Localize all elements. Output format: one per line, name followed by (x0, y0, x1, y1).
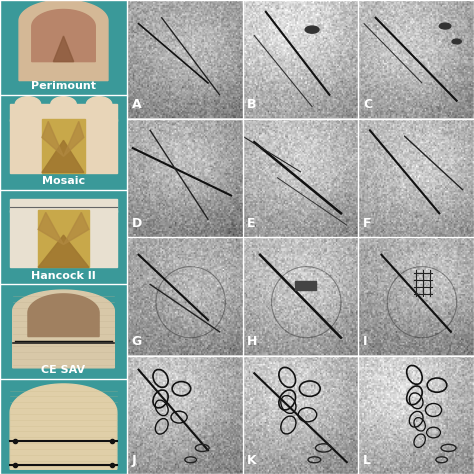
Text: F: F (363, 217, 372, 230)
Text: J: J (132, 454, 137, 467)
Text: H: H (247, 336, 258, 348)
Polygon shape (10, 384, 117, 469)
Polygon shape (38, 212, 64, 245)
Text: C: C (363, 99, 372, 111)
Ellipse shape (439, 23, 451, 29)
Text: B: B (247, 99, 257, 111)
Polygon shape (13, 290, 114, 368)
Ellipse shape (452, 39, 461, 44)
Ellipse shape (305, 26, 319, 33)
Text: Perimount: Perimount (31, 81, 96, 91)
Text: I: I (363, 336, 367, 348)
Bar (295, 281, 316, 290)
Polygon shape (15, 97, 41, 104)
Polygon shape (64, 121, 84, 156)
Polygon shape (19, 0, 108, 81)
Polygon shape (38, 235, 89, 267)
Text: A: A (132, 99, 141, 111)
Bar (42, 119, 85, 173)
Bar (89, 210, 117, 267)
Polygon shape (54, 36, 73, 62)
Text: Hancock II: Hancock II (31, 271, 96, 281)
Bar (85, 119, 117, 173)
Bar (10, 104, 117, 121)
Polygon shape (32, 9, 95, 62)
Text: D: D (132, 217, 142, 230)
Bar (38, 210, 89, 267)
Text: K: K (247, 454, 257, 467)
Polygon shape (51, 97, 76, 104)
Bar (10, 119, 42, 173)
Polygon shape (64, 212, 89, 245)
Text: E: E (247, 217, 256, 230)
Text: CE SAV: CE SAV (41, 365, 86, 375)
Polygon shape (86, 97, 112, 104)
Text: L: L (363, 454, 371, 467)
Text: Mosaic: Mosaic (42, 176, 85, 186)
Polygon shape (28, 294, 99, 337)
Bar (10, 199, 117, 212)
Polygon shape (42, 121, 64, 156)
Polygon shape (42, 140, 84, 173)
Text: G: G (132, 336, 142, 348)
Bar (10, 210, 38, 267)
